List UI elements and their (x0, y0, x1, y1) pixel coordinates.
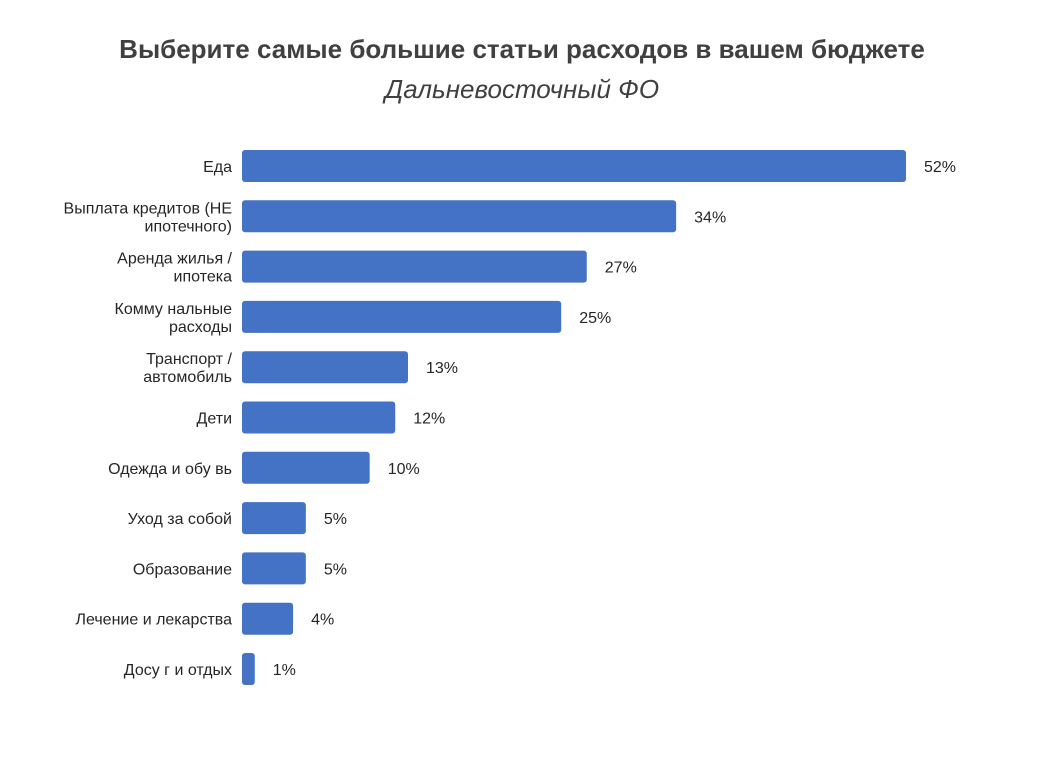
category-label: Образование (133, 561, 232, 578)
category-label: Аренда жилья / ипотека (117, 251, 232, 286)
bar (242, 150, 906, 182)
chart-subtitle: Дальневосточный ФО (384, 74, 660, 104)
category-label-line: Дети (197, 411, 232, 428)
bar (242, 351, 408, 384)
category-label: Лечение и лекарства (75, 612, 232, 629)
category-label-line: автомобиль (143, 369, 232, 386)
bar (242, 451, 370, 484)
data-label: 34% (694, 209, 726, 226)
data-label: 5% (324, 561, 347, 578)
chart-title: Выберите самые большие статьи расходов в… (119, 34, 925, 64)
bar (242, 300, 562, 333)
category-label-line: Еда (203, 159, 232, 176)
bar (242, 602, 294, 635)
category-label-line: Комму нальные (115, 301, 233, 318)
bar (242, 401, 396, 434)
category-label-line: Одежда и обу вь (108, 461, 232, 478)
category-label-line: Транспорт / (146, 351, 232, 368)
category-label-line: Аренда жилья / (117, 251, 232, 268)
category-label-line: ипотечного) (145, 218, 232, 235)
data-label: 25% (579, 310, 611, 327)
data-label: 12% (413, 411, 445, 428)
data-label: 13% (426, 360, 458, 377)
bar (242, 552, 306, 585)
data-label: 52% (924, 159, 956, 176)
category-label: Одежда и обу вь (108, 461, 232, 478)
bar (242, 250, 587, 283)
category-label: Транспорт / автомобиль (143, 351, 232, 386)
category-label-line: ипотека (174, 269, 233, 286)
category-label: Дети (197, 411, 232, 428)
data-label: 4% (311, 612, 334, 629)
category-label: Уход за собой (128, 511, 232, 528)
data-label: 5% (324, 511, 347, 528)
bar (242, 200, 677, 233)
data-label: 10% (388, 461, 420, 478)
category-label-line: Досу г и отдых (124, 662, 232, 679)
bar (242, 502, 306, 535)
category-label: Комму нальные расходы (115, 301, 233, 336)
category-label-line: расходы (169, 319, 232, 336)
category-label-line: Лечение и лекарства (75, 612, 232, 629)
category-label: Выплата кредитов (НЕ ипотечного) (64, 200, 232, 235)
category-label-line: Выплата кредитов (НЕ (64, 200, 232, 217)
category-label-line: Уход за собой (128, 511, 232, 528)
category-label: Досу г и отдых (124, 662, 232, 679)
data-label: 27% (605, 260, 637, 277)
bar (242, 653, 255, 685)
category-label-line: Образование (133, 561, 232, 578)
data-label: 1% (273, 662, 296, 679)
category-label: Еда (203, 159, 232, 176)
